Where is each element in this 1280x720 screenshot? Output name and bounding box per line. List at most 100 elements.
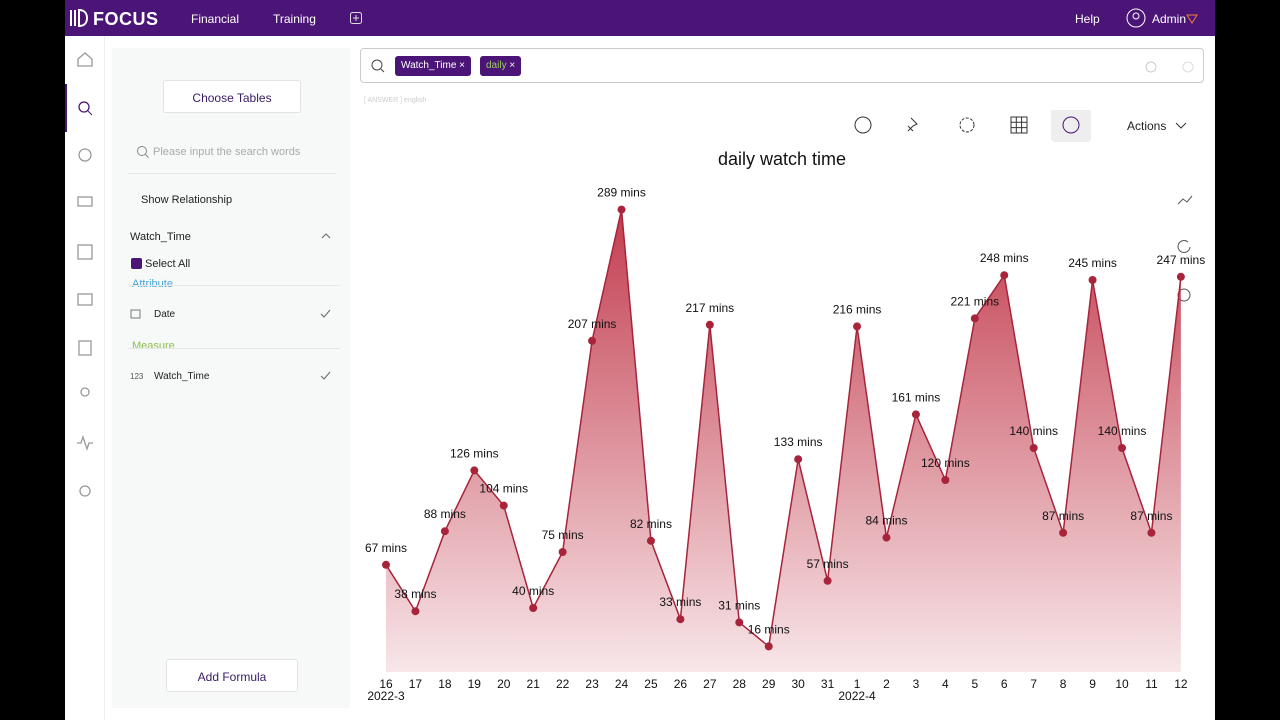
table-name[interactable]: Watch_Time: [130, 231, 191, 243]
x-tick-label: 6: [1001, 677, 1008, 691]
search-icon: [371, 59, 385, 73]
x-tick-label: 18: [438, 677, 452, 691]
data-label: 133 mins: [774, 435, 823, 449]
data-label: 221 mins: [950, 294, 999, 308]
add-tab-icon[interactable]: [350, 12, 362, 24]
data-label: 40 mins: [512, 584, 554, 598]
point: [440, 527, 449, 536]
point: [470, 466, 479, 475]
x-tick-label: 31: [821, 677, 835, 691]
data-label: 82 mins: [630, 517, 672, 531]
chart-help-icon[interactable]: [1177, 288, 1191, 302]
home-icon[interactable]: [77, 52, 93, 67]
data-label: 248 mins: [980, 251, 1029, 265]
measure-heading: Measure: [132, 340, 175, 352]
present-icon[interactable]: [77, 196, 93, 207]
point: [676, 615, 685, 624]
table-view-grid: [1011, 117, 1027, 133]
point: [794, 455, 803, 464]
data-label: 140 mins: [1009, 424, 1058, 438]
point: [646, 536, 655, 545]
x-tick-label: 5: [971, 677, 978, 691]
x-tick-label: 22: [556, 677, 570, 691]
settings-icon[interactable]: [959, 117, 975, 133]
point: [1088, 276, 1097, 284]
help-icon[interactable]: [78, 148, 92, 162]
point: [617, 205, 626, 214]
x-tick-label: 1: [854, 677, 861, 691]
refresh-chart-icon[interactable]: [1177, 240, 1191, 253]
data-label: 245 mins: [1068, 256, 1117, 270]
point: [411, 607, 420, 616]
user-rail-icon[interactable]: [80, 387, 90, 397]
point: [382, 560, 390, 569]
token-text: Watch_Time: [401, 60, 457, 71]
data-label: 289 mins: [597, 186, 646, 200]
settings-icon[interactable]: [79, 485, 91, 497]
point: [764, 642, 773, 651]
x-tick-label: 25: [644, 677, 658, 691]
point: [1176, 272, 1185, 281]
placeholder: Please input the search words: [153, 146, 301, 158]
x-group-label: 2022-3: [367, 689, 405, 703]
point: [499, 501, 508, 510]
data-label: 140 mins: [1098, 424, 1147, 438]
clipboard-icon[interactable]: [78, 340, 92, 356]
choose-tables-button[interactable]: Choose Tables: [163, 80, 301, 113]
user-icon: [1126, 8, 1146, 28]
select-all-checkbox[interactable]: [131, 258, 142, 269]
show-relationship[interactable]: Show Relationship: [141, 194, 233, 206]
search-token[interactable]: Watch_Time ×: [395, 56, 472, 76]
actions-caret[interactable]: [1175, 121, 1187, 131]
logo-icon: [70, 8, 89, 28]
help-link[interactable]: Help: [1075, 12, 1100, 26]
measure-field[interactable]: Watch_Time: [154, 371, 210, 382]
x-tick-label: 9: [1089, 677, 1096, 691]
nav-item[interactable]: Financial: [191, 12, 240, 26]
search-bar[interactable]: Watch_Time × daily ×: [360, 48, 1204, 83]
sidebar: Choose Tables Please input the search wo…: [112, 48, 350, 708]
table-icon[interactable]: [77, 244, 93, 260]
table-view-icon[interactable]: [1010, 116, 1028, 134]
trend-icon[interactable]: [1177, 195, 1193, 205]
search-token[interactable]: daily ×: [480, 56, 522, 76]
point: [735, 618, 744, 627]
clear-icon[interactable]: [1144, 60, 1158, 74]
data-label: 33 mins: [659, 595, 701, 609]
x-tick-label: 20: [497, 677, 511, 691]
data-label: 75 mins: [542, 528, 584, 542]
x-group-label: 2022-4: [838, 689, 876, 703]
measure-type: 123: [130, 372, 144, 381]
search-icon[interactable]: [78, 101, 90, 113]
user-name[interactable]: Admin: [1152, 12, 1187, 26]
attribute-field[interactable]: Date: [154, 309, 176, 320]
x-tick-label: 19: [468, 677, 482, 691]
actions-menu[interactable]: Actions: [1127, 119, 1167, 133]
pulse-icon[interactable]: [77, 434, 93, 452]
point: [911, 410, 920, 419]
add-formula-button[interactable]: Add Formula: [166, 659, 298, 692]
data-label: 216 mins: [833, 302, 882, 316]
x-tick-label: 10: [1115, 677, 1129, 691]
search-words-input[interactable]: Please input the search words: [128, 140, 336, 174]
refresh-icon[interactable]: [1181, 60, 1195, 74]
chart-view-icon[interactable]: [1062, 116, 1080, 134]
comment-icon[interactable]: [854, 116, 872, 134]
point: [1147, 528, 1156, 537]
label: Choose Tables: [192, 91, 272, 105]
app: FOCUS Financial Training Help Admin Choo…: [65, 0, 1215, 720]
collapse-icon[interactable]: [321, 232, 331, 240]
pin-icon[interactable]: [907, 117, 918, 132]
user-badge: [1186, 14, 1198, 24]
data-label: 207 mins: [568, 317, 617, 331]
point: [705, 320, 714, 329]
data-label: 217 mins: [685, 301, 734, 315]
nav-item[interactable]: Training: [273, 12, 316, 26]
folder-icon[interactable]: [77, 293, 93, 306]
area: [386, 209, 1181, 672]
top-bar: FOCUS Financial Training Help Admin: [65, 0, 1215, 36]
point: [941, 476, 950, 484]
data-label: 126 mins: [450, 446, 499, 460]
search-icon-handle: [87, 110, 93, 116]
